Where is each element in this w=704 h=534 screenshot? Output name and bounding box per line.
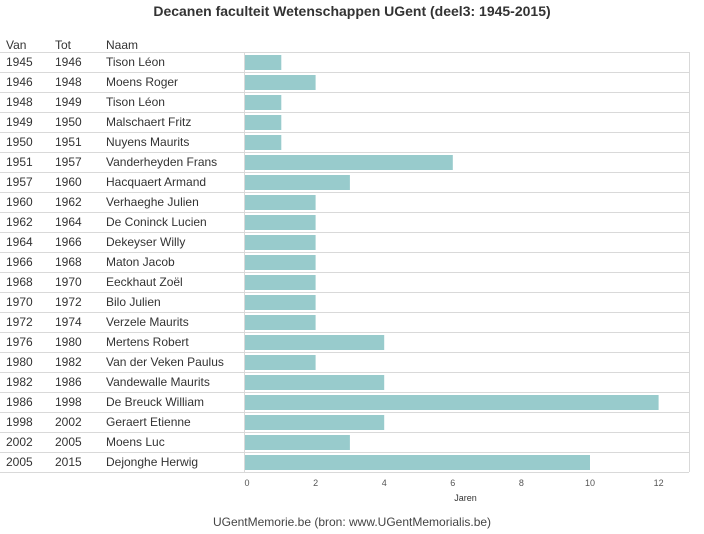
row-naam: Hacquaert Armand [106,175,206,189]
bar [245,435,350,450]
bar [245,335,385,350]
row-naam: Van der Veken Paulus [106,355,224,369]
x-tick-label: 8 [519,478,524,488]
row-van: 1972 [6,315,33,329]
row-van: 1946 [6,75,33,89]
x-tick-label: 10 [585,478,595,488]
bar [245,375,385,390]
row-naam: Bilo Julien [106,295,161,309]
row-van: 1980 [6,355,33,369]
row-naam: Maton Jacob [106,255,175,269]
bar [245,155,453,170]
bar [245,235,316,250]
column-header-naam: Naam [106,38,139,52]
bar [245,315,316,330]
column-header-tot: Tot [55,38,72,52]
bar [245,455,590,470]
row-naam: Verhaeghe Julien [106,195,199,209]
row-van: 1957 [6,175,33,189]
row-van: 1945 [6,55,33,69]
x-tick-label: 2 [313,478,318,488]
bar [245,95,282,110]
row-van: 1982 [6,375,33,389]
row-tot: 1949 [55,95,82,109]
row-tot: 1986 [55,375,82,389]
row-van: 1950 [6,135,33,149]
row-tot: 1974 [55,315,82,329]
bar [245,75,316,90]
row-van: 1970 [6,295,33,309]
row-tot: 1982 [55,355,82,369]
row-tot: 2005 [55,435,82,449]
row-tot: 1957 [55,155,82,169]
row-tot: 1962 [55,195,82,209]
row-naam: Geraert Etienne [106,415,191,429]
column-header-van: Van [6,38,27,52]
chart-title: Decanen faculteit Wetenschappen UGent (d… [153,3,551,19]
row-tot: 1964 [55,215,82,229]
row-naam: Moens Roger [106,75,178,89]
row-tot: 2015 [55,455,82,469]
row-tot: 1966 [55,235,82,249]
row-van: 1948 [6,95,33,109]
row-van: 1951 [6,155,33,169]
row-van: 1998 [6,415,33,429]
row-naam: Tison Léon [106,95,165,109]
bar [245,195,316,210]
bar [245,355,316,370]
row-naam: Tison Léon [106,55,165,69]
row-van: 1960 [6,195,33,209]
row-tot: 1968 [55,255,82,269]
x-tick-label: 4 [382,478,387,488]
row-van: 2002 [6,435,33,449]
x-tick-label: 12 [654,478,664,488]
bar [245,395,659,410]
row-tot: 2002 [55,415,82,429]
row-van: 2005 [6,455,33,469]
row-tot: 1946 [55,55,82,69]
x-tick-label: 0 [244,478,249,488]
row-tot: 1951 [55,135,82,149]
row-van: 1986 [6,395,33,409]
row-naam: De Breuck William [106,395,204,409]
row-van: 1949 [6,115,33,129]
row-tot: 1972 [55,295,82,309]
x-axis-label: Jaren [454,493,477,503]
row-tot: 1980 [55,335,82,349]
row-naam: Dejonghe Herwig [106,455,198,469]
bar [245,255,316,270]
row-van: 1964 [6,235,33,249]
bar [245,275,316,290]
row-naam: Vanderheyden Frans [106,155,217,169]
row-naam: Eeckhaut Zoël [106,275,183,289]
row-naam: Malschaert Fritz [106,115,191,129]
bar [245,135,282,150]
bar [245,415,385,430]
row-naam: Moens Luc [106,435,165,449]
row-van: 1968 [6,275,33,289]
row-tot: 1998 [55,395,82,409]
row-van: 1976 [6,335,33,349]
row-naam: Nuyens Maurits [106,135,189,149]
x-tick-label: 6 [450,478,455,488]
bar [245,175,350,190]
row-tot: 1970 [55,275,82,289]
row-tot: 1950 [55,115,82,129]
row-van: 1966 [6,255,33,269]
source-footer: UGentMemorie.be (bron: www.UGentMemorial… [212,515,492,529]
row-naam: De Coninck Lucien [106,215,207,229]
row-naam: Verzele Maurits [106,315,189,329]
row-naam: Mertens Robert [106,335,189,349]
bar [245,115,282,130]
bar [245,295,316,310]
row-van: 1962 [6,215,33,229]
row-naam: Dekeyser Willy [106,235,185,249]
row-tot: 1948 [55,75,82,89]
bar [245,55,282,70]
row-tot: 1960 [55,175,82,189]
bar [245,215,316,230]
row-naam: Vandewalle Maurits [106,375,210,389]
